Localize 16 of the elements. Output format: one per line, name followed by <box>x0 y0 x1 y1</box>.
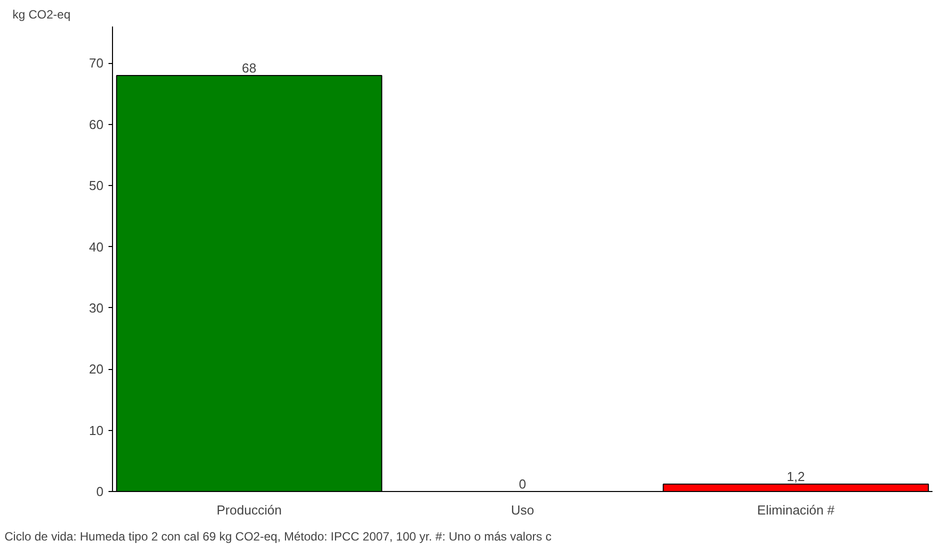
data-label: 68 <box>242 60 256 76</box>
x-tick-label: Producción <box>216 502 282 518</box>
y-tick-label: 10 <box>89 422 104 438</box>
y-tick-label: 20 <box>89 362 104 377</box>
data-label: 0 <box>518 476 526 492</box>
y-axis-title: kg CO2-eq <box>12 8 71 22</box>
y-tick-label: 70 <box>89 56 104 71</box>
data-label: 1,2 <box>786 469 805 484</box>
text: Ciclo de vida: Humeda tipo 2 con cal 69 kg CO2-eq, Método: IPCC 2007, 100 yr. #: Uno o más valors c <box>4 530 552 544</box>
x-tick-label: Eliminación # <box>757 502 836 518</box>
y-tick-label: 60 <box>89 116 104 132</box>
y-tick-label: 50 <box>89 178 104 194</box>
y-tick-label: 40 <box>89 239 104 254</box>
x-tick-label: Uso <box>510 502 534 518</box>
y-tick-label: 30 <box>89 300 104 316</box>
y-tick-label: 0 <box>96 484 104 499</box>
